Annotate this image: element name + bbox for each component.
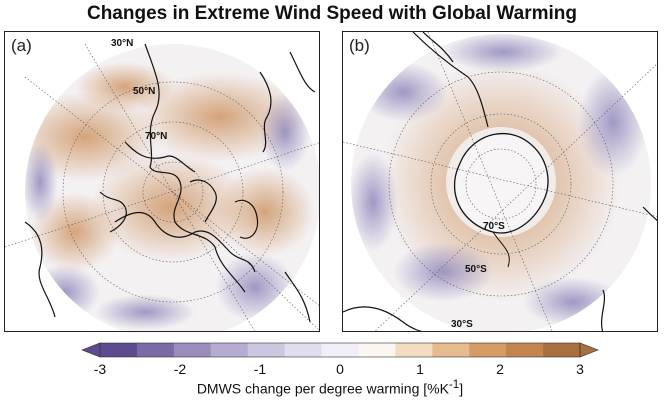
north-coastlines [24,43,316,323]
south-polar-map: 70°S 50°S 30°S [343,32,657,331]
panel-a-label: (a) [11,36,32,56]
south-graticule [343,32,657,331]
lat-label-70n: 70°N [145,131,167,142]
colorbar-bin [284,343,323,357]
colorbar-tick-label: -2 [173,361,187,377]
colorbar-bin [506,343,544,357]
colorbar-tick-label: -3 [93,361,107,377]
lat-label-50n: 50°N [133,86,155,97]
colorbar-tick-label: -1 [253,361,267,377]
colorbar-bin [358,343,396,357]
colorbar-bin [100,343,138,357]
colorbar-label-close: ] [459,380,464,397]
map-panel-south: 70°S 50°S 30°S (b) [342,31,658,332]
colorbar-tick-label: 3 [576,361,584,377]
colorbar-tick-label: 1 [416,361,424,377]
colorbar-bin [210,343,249,357]
colorbar-bin [247,343,286,357]
colorbar-bin [395,343,433,357]
colorbar-tick-label: 2 [496,361,504,377]
colorbar-bin [136,343,175,357]
lat-label-70s: 70°S [483,221,505,232]
colorbar-bin [173,343,212,357]
map-panel-north: 30°N 50°N 70°N (a) [4,31,320,332]
colorbar-extend-high [579,342,599,358]
colorbar-label-text: DMWS change per degree warming [%K [196,380,449,397]
colorbar-extend-low [81,342,101,358]
colorbar-label: DMWS change per degree warming [%K-1] [80,378,580,397]
south-antarctica [453,132,549,268]
north-polar-map: 30°N 50°N 70°N [5,38,319,331]
colorbar-border [99,342,581,358]
north-pole-field [25,44,319,331]
colorbar-bin [432,343,470,357]
colorbar-bin [469,343,507,357]
lat-label-50s: 50°S [465,264,487,275]
figure-title: Changes in Extreme Wind Speed with Globa… [86,3,578,24]
colorbar-bin [321,343,359,357]
colorbar-bin [543,343,581,357]
lat-label-30s: 30°S [451,319,473,330]
colorbar-label-exponent: -1 [448,378,460,391]
north-graticule [5,43,319,331]
colorbar: -3 -2 -1 0 1 2 3 DMWS change per degree warmin… [80,340,600,400]
panel-b-label: (b) [349,36,370,56]
colorbar-gradient [81,342,599,358]
lat-label-30n: 30°N [111,38,133,49]
colorbar-tick-label: 0 [336,361,344,377]
